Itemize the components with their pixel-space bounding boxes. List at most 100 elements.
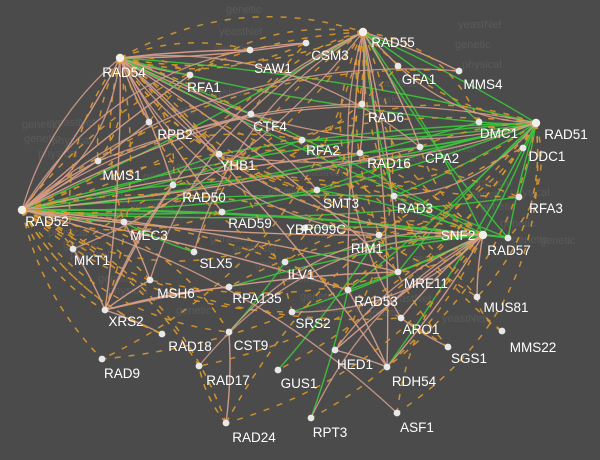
- graph-node-label-srs2: SRS2: [295, 316, 330, 331]
- graph-edge: [193, 31, 364, 253]
- graph-node-xrs2[interactable]: [101, 306, 109, 314]
- graph-edge: [119, 57, 399, 273]
- graph-node-gus1[interactable]: [274, 366, 282, 374]
- graph-node-rim1[interactable]: [375, 231, 383, 239]
- graph-node-cst9[interactable]: [225, 328, 233, 336]
- watermark-text: yeastNet: [219, 26, 262, 38]
- graph-node-label-rad55: RAD55: [371, 35, 415, 50]
- graph-edge: [21, 31, 364, 211]
- graph-node-rad3[interactable]: [390, 192, 398, 200]
- graph-edge: [359, 152, 484, 236]
- graph-node-rad16[interactable]: [356, 149, 364, 157]
- graph-node-rad6[interactable]: [358, 100, 366, 108]
- graph-edge: [104, 271, 399, 311]
- graph-edge: [21, 139, 303, 211]
- graph-node-rfa2[interactable]: [298, 136, 306, 144]
- graph-node-mre11[interactable]: [394, 268, 402, 276]
- graph-node-mus81[interactable]: [473, 293, 481, 301]
- graph-edge: [228, 231, 484, 333]
- graph-node-mms4[interactable]: [455, 67, 463, 75]
- graph-edge: [104, 57, 121, 311]
- graph-edge: [397, 234, 484, 273]
- graph-node-rad50[interactable]: [169, 181, 177, 189]
- graph-edge: [72, 116, 537, 250]
- graph-edge: [21, 209, 398, 414]
- graph-edge: [362, 31, 421, 148]
- graph-node-label-ctf4: CTF4: [253, 119, 287, 134]
- graph-node-rpa135[interactable]: [225, 283, 233, 291]
- graph-node-ctf4[interactable]: [247, 110, 255, 118]
- graph-node-rad54[interactable]: [115, 53, 125, 63]
- graph-node-rad17[interactable]: [195, 362, 203, 370]
- graph-node-rad55[interactable]: [358, 27, 368, 37]
- graph-edge: [21, 65, 399, 214]
- graph-node-label-yhb1: YHB1: [220, 158, 255, 173]
- graph-node-sgs1[interactable]: [444, 343, 452, 351]
- graph-node-mkt1[interactable]: [69, 245, 77, 253]
- graph-node-slx5[interactable]: [190, 248, 198, 256]
- graph-edge: [362, 31, 484, 236]
- graph-node-label-rad52: RAD52: [25, 214, 69, 229]
- node-label-layer: RAD54 RFA1 SAW1 CSM3 RAD55 GFA1 MMS4 RPB2 CTF4 RA…: [25, 35, 588, 445]
- graph-node-gfa1[interactable]: [394, 62, 402, 70]
- graph-node-mms22[interactable]: [498, 327, 506, 335]
- graph-edge: [109, 57, 125, 223]
- graph-node-rad51[interactable]: [531, 118, 541, 128]
- graph-node-rad9[interactable]: [98, 355, 106, 363]
- graph-node-label-mkt1: MKT1: [74, 253, 110, 268]
- graph-edge: [101, 122, 537, 360]
- graph-edge: [119, 57, 318, 191]
- graph-node-rpb2[interactable]: [145, 118, 153, 126]
- graph-edge: [123, 221, 151, 281]
- graph-node-rad52[interactable]: [17, 205, 27, 215]
- graph-edge: [119, 31, 364, 67]
- graph-edge: [476, 234, 484, 298]
- graph-node-ddc1[interactable]: [519, 144, 527, 152]
- graph-node-msh6[interactable]: [146, 276, 154, 284]
- graph-node-asf1[interactable]: [393, 409, 401, 417]
- graph-node-label-rad50: RAD50: [182, 190, 226, 205]
- graph-node-rad24[interactable]: [222, 419, 230, 427]
- graph-edge: [386, 122, 537, 368]
- graph-edge: [362, 31, 389, 368]
- graph-edge: [21, 57, 121, 211]
- graph-node-label-rim1: RIM1: [351, 241, 383, 256]
- graph-node-csm3[interactable]: [302, 39, 310, 47]
- graph-node-ybr099c[interactable]: [301, 224, 309, 232]
- graph-node-yhb1[interactable]: [215, 150, 223, 158]
- graph-edge: [193, 31, 364, 253]
- graph-edge: [72, 31, 364, 250]
- node-layer[interactable]: [17, 27, 541, 427]
- graph-node-rad18[interactable]: [158, 330, 166, 338]
- graph-node-rpt3[interactable]: [307, 414, 315, 422]
- graph-node-mms1[interactable]: [94, 157, 102, 165]
- graph-node-rad57[interactable]: [504, 234, 512, 242]
- graph-node-label-rad17: RAD17: [206, 373, 250, 388]
- graph-node-ilv1[interactable]: [281, 258, 289, 266]
- graph-node-snf2[interactable]: [478, 230, 488, 240]
- graph-node-label-rad18: RAD18: [168, 339, 212, 354]
- graph-node-srs2[interactable]: [288, 308, 296, 316]
- graph-node-label-rad53: RAD53: [354, 294, 398, 309]
- graph-node-rdh54[interactable]: [383, 363, 391, 371]
- graph-node-rfa1[interactable]: [186, 71, 194, 79]
- graph-node-rad53[interactable]: [344, 286, 352, 294]
- graph-node-saw1[interactable]: [246, 46, 254, 54]
- watermark-text: physical: [462, 59, 502, 71]
- graph-node-label-mus81: MUS81: [483, 300, 528, 315]
- graph-edge: [21, 149, 520, 211]
- watermark-text: genetic: [98, 273, 134, 285]
- graph-node-rad59[interactable]: [218, 208, 226, 216]
- graph-node-rfa3[interactable]: [515, 193, 523, 201]
- graph-node-hed1[interactable]: [331, 346, 339, 354]
- graph-node-mec3[interactable]: [120, 218, 128, 226]
- graph-node-label-gfa1: GFA1: [402, 72, 437, 87]
- graph-node-aro1[interactable]: [397, 314, 405, 322]
- graph-node-cpa2[interactable]: [416, 143, 424, 151]
- graph-edge: [97, 133, 484, 236]
- graph-node-smt3[interactable]: [313, 186, 321, 194]
- graph-edge: [104, 31, 364, 311]
- graph-node-dmc1[interactable]: [475, 118, 483, 126]
